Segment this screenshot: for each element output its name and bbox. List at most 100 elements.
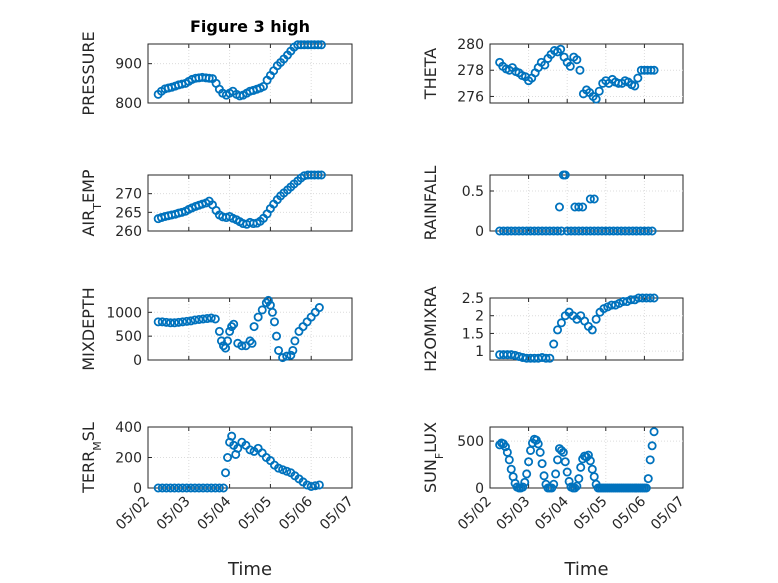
y-tick-label: 2.5: [462, 291, 484, 307]
data-point: [194, 483, 204, 493]
data-point: [589, 194, 599, 204]
data-point: [157, 317, 167, 327]
data-point: [313, 40, 323, 50]
data-point: [157, 483, 167, 493]
data-point: [282, 466, 292, 476]
y-tick-label: 500: [457, 434, 484, 450]
data-point: [174, 317, 184, 327]
y-axis-label: H2OMIXRA: [421, 286, 440, 372]
data-point: [221, 468, 231, 478]
data-point: [630, 81, 640, 91]
y-axis-label: RAINFALL: [421, 166, 440, 241]
y-axis-label: PRESSURE: [79, 31, 98, 115]
y-axis-label: TERRMSL: [79, 422, 104, 494]
data-point: [223, 336, 233, 346]
data-point: [198, 314, 208, 324]
data-point: [500, 442, 510, 452]
data-point: [190, 483, 200, 493]
data-point: [282, 351, 292, 361]
data-point: [549, 339, 559, 349]
data-point: [585, 456, 595, 466]
data-point: [218, 483, 228, 493]
data-point: [153, 483, 163, 493]
data-point: [551, 469, 561, 479]
y-tick-label: 0.5: [462, 184, 484, 200]
data-point: [210, 483, 220, 493]
subplot-6: 1 1.52 2.5 H2OMIXRA: [421, 286, 684, 372]
data-point: [562, 467, 572, 477]
x-tick-label: 05/04: [195, 493, 235, 533]
data-point: [314, 303, 324, 313]
data-point: [564, 476, 574, 486]
y-tick-label: 0: [475, 481, 484, 497]
data-point: [594, 86, 604, 96]
data-point: [178, 317, 188, 327]
x-tick-label: 05/05: [571, 494, 611, 534]
data-point: [316, 170, 326, 180]
data-point: [574, 202, 584, 212]
data-point: [182, 483, 192, 493]
data-point: [556, 226, 566, 236]
chart-title: Figure 3 high: [190, 17, 310, 36]
data-point: [645, 455, 655, 465]
subplot-4: 0 0.5 RAINFALL: [421, 166, 684, 241]
y-axis-label: MIXDEPTH: [79, 287, 98, 370]
data-point: [504, 455, 514, 465]
x-axis-label: Time: [227, 559, 272, 580]
subplot-1: 800 900 PRESSURE Figure 3 high: [79, 17, 353, 116]
data-point: [274, 345, 284, 355]
x-tick-label: 05/03: [154, 494, 194, 534]
data-point: [645, 293, 655, 303]
data-point: [229, 319, 239, 329]
data-point: [643, 474, 653, 484]
data-point: [574, 474, 584, 484]
subplot-3: 260 265 270 AIRTEMP: [79, 169, 353, 240]
y-tick-label: 0: [133, 353, 142, 369]
y-tick-label: 265: [115, 205, 142, 221]
x-axis-label: Time: [563, 559, 608, 580]
data-point: [520, 477, 530, 487]
data-point: [290, 336, 300, 346]
data-point: [186, 316, 196, 326]
y-axis-label: THETA: [421, 48, 440, 100]
data-point: [570, 483, 580, 493]
data-point: [591, 94, 601, 104]
x-tick-label: 05/04: [532, 493, 572, 533]
data-point: [522, 469, 532, 479]
data-point: [310, 481, 320, 491]
data-point: [223, 452, 233, 462]
y-axis-label: SUNFLUX: [421, 422, 446, 493]
data-point: [565, 61, 575, 71]
data-point: [210, 314, 220, 324]
y-tick-label: 900: [115, 57, 142, 73]
data-point: [583, 450, 593, 460]
data-point: [636, 65, 646, 75]
y-tick-label: 1000: [106, 305, 142, 321]
data-point: [545, 353, 555, 363]
data-point: [161, 483, 171, 493]
data-point: [575, 65, 585, 75]
y-tick-label: 1.5: [462, 326, 484, 342]
data-point: [585, 194, 595, 204]
data-point: [253, 312, 263, 322]
y-tick-label: 1: [475, 344, 484, 360]
data-point: [518, 482, 528, 492]
data-point: [216, 336, 226, 346]
data-point: [247, 338, 257, 348]
data-point: [249, 322, 259, 332]
y-tick-label: 270: [115, 187, 142, 203]
data-point: [204, 73, 214, 83]
x-tick-label: 05/03: [494, 494, 534, 534]
data-point: [539, 471, 549, 481]
data-point: [649, 65, 659, 75]
x-tick-label: 05/07: [317, 494, 357, 534]
data-point: [165, 318, 175, 328]
data-point: [214, 326, 224, 336]
x-tick-label: 05/05: [235, 494, 275, 534]
data-point: [302, 480, 312, 490]
data-point: [578, 202, 588, 212]
data-point: [572, 55, 582, 65]
x-tick-label: 05/06: [276, 493, 316, 533]
y-tick-label: 400: [115, 420, 142, 436]
y-tick-label: 276: [457, 89, 484, 105]
